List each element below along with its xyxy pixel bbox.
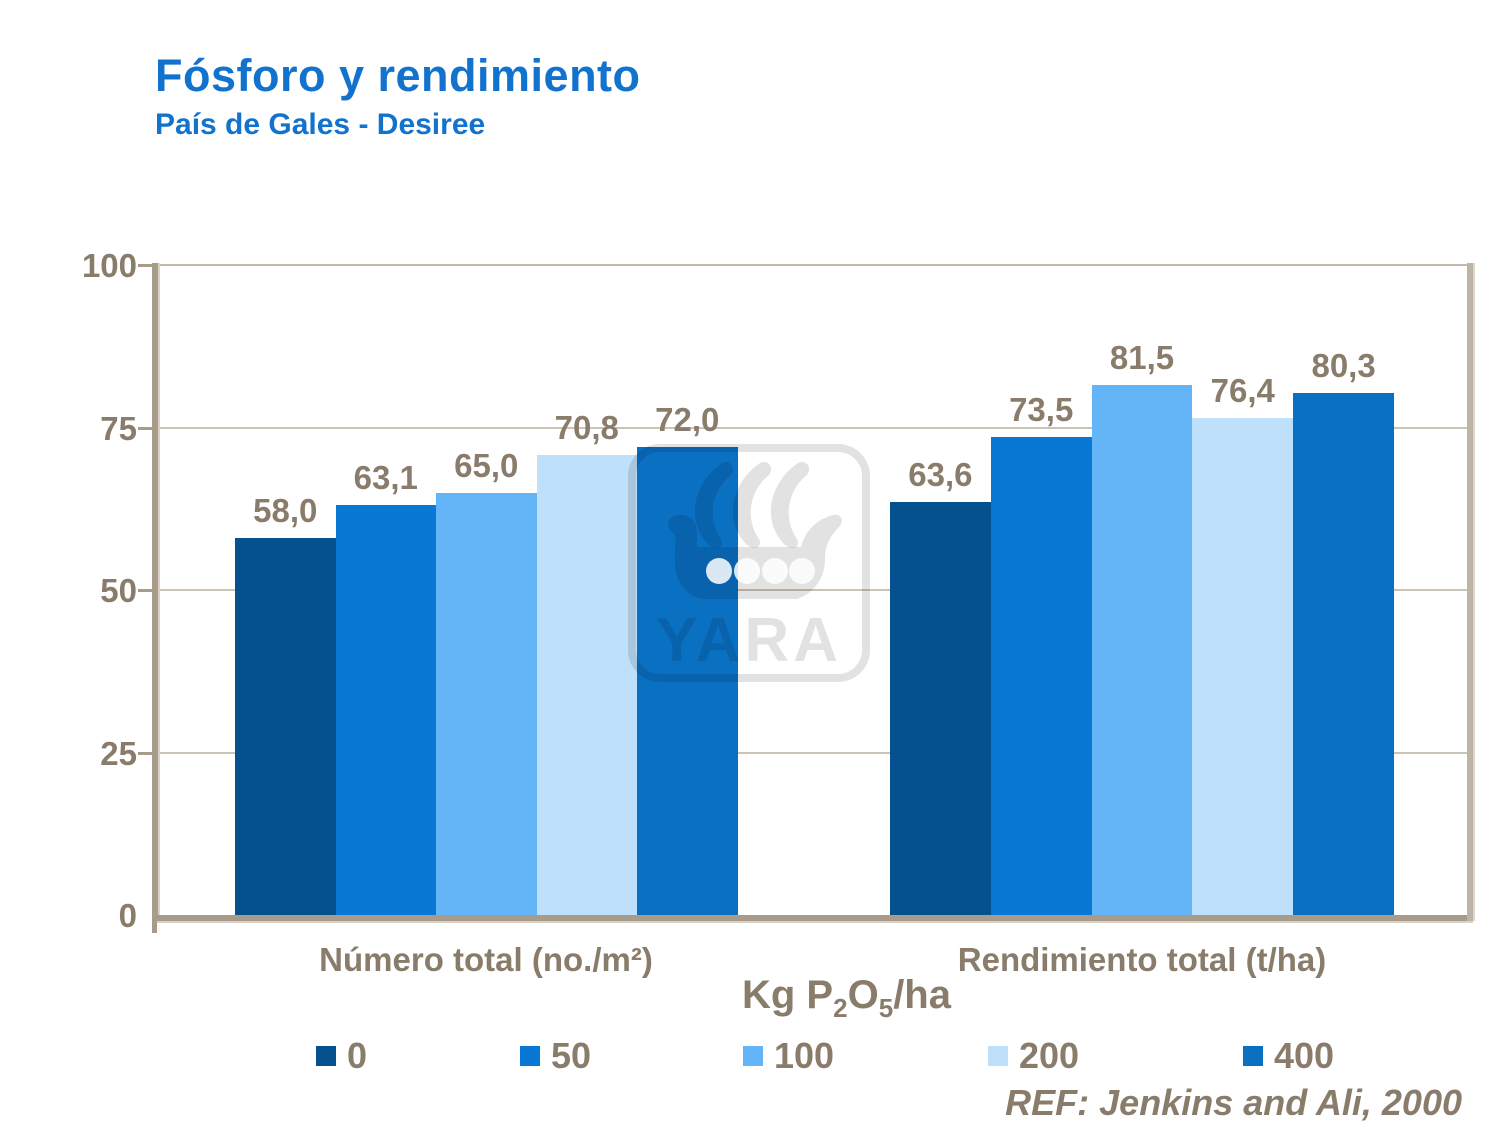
bar-rendimiento-p100 [1091, 385, 1193, 920]
bar-rendimiento-p200 [1192, 418, 1294, 920]
bar-value-label: 81,5 [1109, 339, 1175, 377]
chart-subtitle: País de Gales - Desiree [155, 108, 486, 141]
legend-swatch-100 [743, 1046, 763, 1066]
y-tick-label-75: 75 [100, 409, 137, 447]
y-tick-label-100: 100 [81, 247, 137, 284]
legend-label-100: 100 [774, 1035, 835, 1076]
legend-swatch-200 [988, 1046, 1008, 1066]
bar-número-p400 [637, 447, 738, 920]
y-axis-tick-25 [138, 751, 152, 755]
bar-value-label: 63,6 [908, 455, 973, 493]
legend-label-200: 200 [1019, 1035, 1080, 1076]
bar-value-label: 80,3 [1311, 347, 1376, 385]
legend-swatch-0 [316, 1046, 336, 1066]
y-tick-label-25: 25 [100, 734, 137, 772]
legend-label-400: 400 [1274, 1035, 1335, 1076]
gridline-50 [158, 589, 1467, 591]
bar-rendimiento-p400 [1293, 393, 1394, 920]
bar-value-label: 76,4 [1210, 372, 1275, 410]
y-tick-label-0: 0 [118, 897, 137, 934]
legend-swatch-400 [1243, 1046, 1263, 1066]
y-axis-tick-75 [138, 426, 152, 430]
legend-item-400: 400 [1243, 1038, 1334, 1074]
bar-número-p100 [436, 492, 537, 920]
bar-value-label: 63,1 [353, 458, 418, 496]
gridline-75 [158, 426, 1467, 429]
category-label-2: Rendimiento total (t/ha) [957, 941, 1327, 978]
y-tick-label-50: 50 [100, 572, 137, 609]
legend-swatch-50 [520, 1046, 540, 1066]
plot-right-border [1467, 263, 1473, 921]
gridline-25 [158, 751, 1467, 754]
legend-item-0: 0 [316, 1038, 367, 1074]
chart-title: Fósforo y rendimiento [155, 50, 641, 101]
legend-label-50: 50 [551, 1035, 592, 1076]
x-axis-tick [152, 921, 157, 933]
bar-value-label: 72,0 [655, 401, 720, 438]
y-axis-tick-100 [138, 264, 152, 267]
legend-item-200: 200 [988, 1038, 1079, 1074]
category-label-1: Número total (no./m²) [319, 941, 653, 978]
bar-número-p0 [235, 538, 336, 920]
bar-value-label: 73,5 [1009, 391, 1074, 429]
bar-value-label: 65,0 [454, 446, 519, 484]
bar-value-label: 70,8 [554, 408, 619, 446]
x-axis-line [152, 915, 1473, 921]
plot-top-border [152, 264, 1473, 266]
legend-title: Kg P2O5/ha [742, 973, 951, 1023]
y-axis-line [152, 263, 158, 921]
reference-note: REF: Jenkins and Ali, 2000 [1005, 1082, 1462, 1123]
bar-número-p50 [335, 504, 436, 920]
legend-item-100: 100 [743, 1038, 834, 1074]
legend-label-0: 0 [347, 1035, 368, 1076]
legend-item-50: 50 [520, 1038, 591, 1074]
bar-número-p200 [536, 454, 637, 920]
y-axis-tick-50 [138, 589, 152, 592]
bar-rendimiento-p50 [990, 437, 1092, 920]
bar-rendimiento-p0 [890, 501, 991, 920]
bar-value-label: 58,0 [253, 492, 318, 529]
